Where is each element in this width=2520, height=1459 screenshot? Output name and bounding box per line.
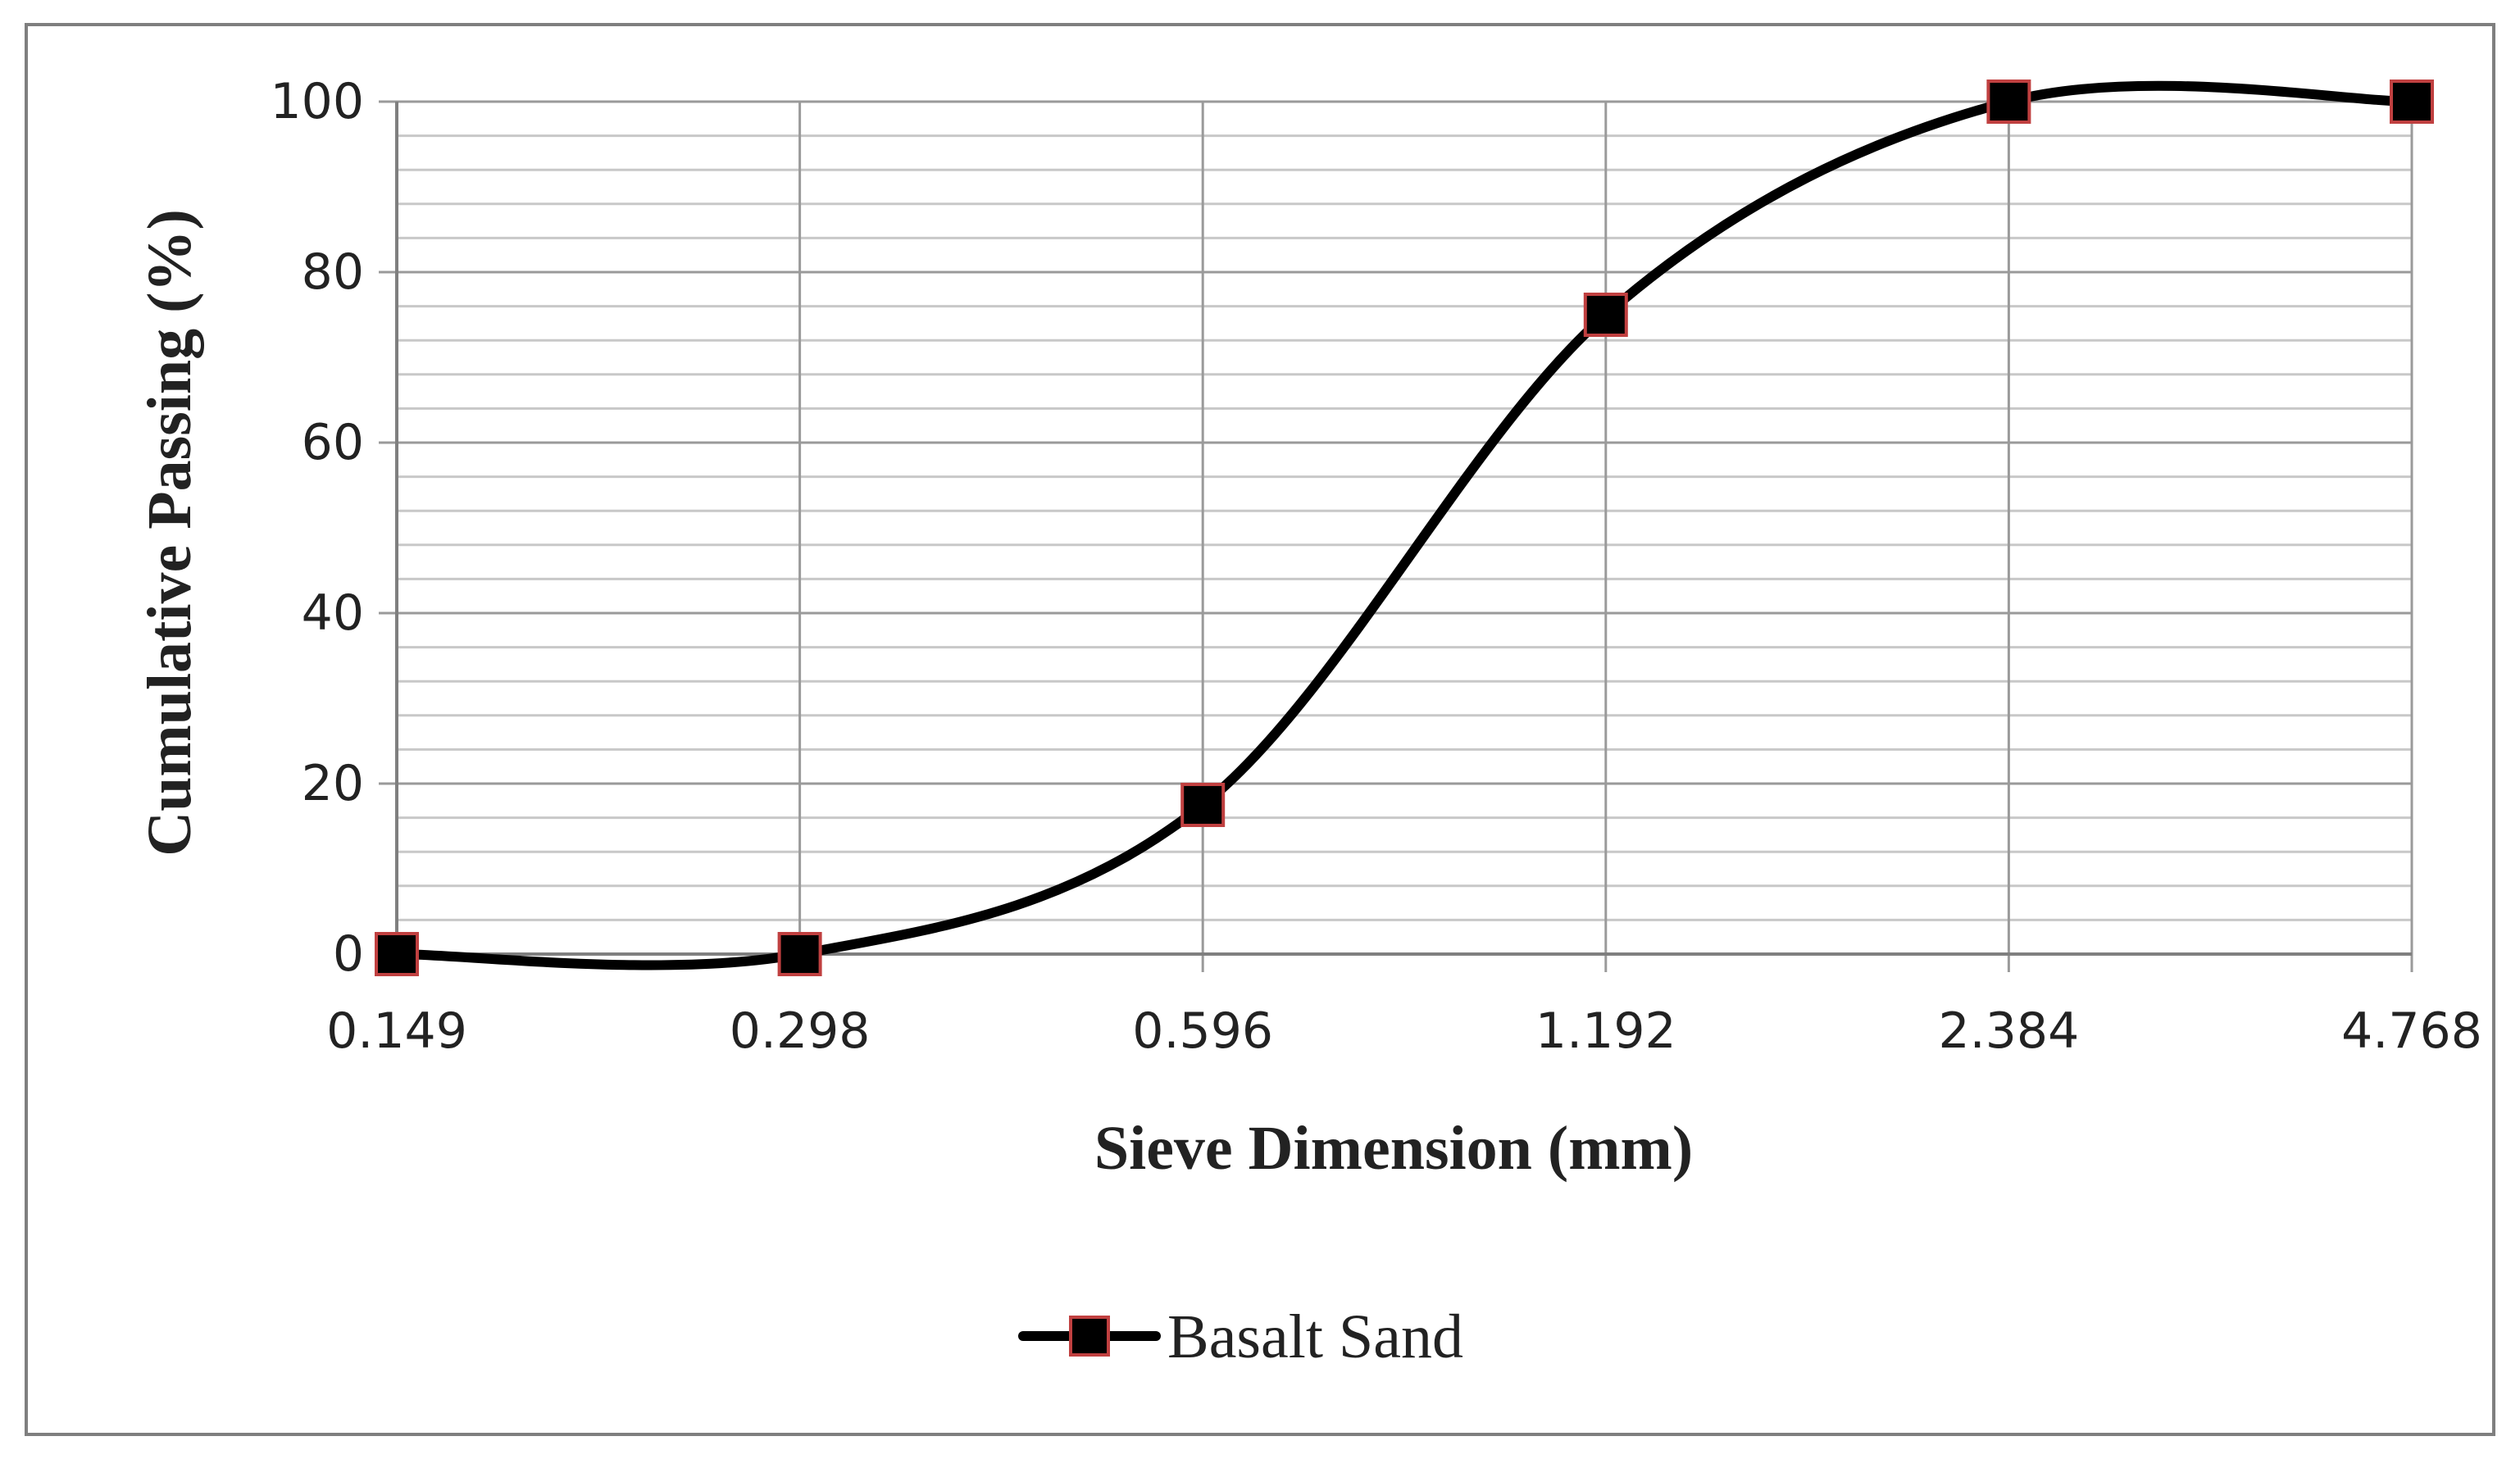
legend-label: Basalt Sand xyxy=(1167,1302,1463,1371)
x-tick-label: 2.384 xyxy=(1939,1002,2080,1060)
y-tick-label: 80 xyxy=(302,243,364,301)
data-point-marker xyxy=(1986,80,2031,124)
x-tick-label: 1.192 xyxy=(1535,1002,1676,1060)
x-tick-labels: 0.149 0.298 0.596 1.192 2.384 4.768 xyxy=(326,1002,2482,1060)
legend: Basalt Sand xyxy=(1018,1302,1463,1371)
series-line xyxy=(392,80,2417,970)
x-tick-label: 4.768 xyxy=(2341,1002,2482,1060)
data-point-marker xyxy=(375,932,419,976)
axis-layer xyxy=(395,102,2412,956)
data-point-marker xyxy=(1583,293,1628,337)
y-tick-label: 0 xyxy=(333,925,364,983)
series-layer xyxy=(375,80,2434,976)
y-tick-label: 40 xyxy=(302,584,364,642)
y-tick-labels: 0 20 40 60 80 100 xyxy=(270,73,364,983)
x-tick-label: 0.149 xyxy=(326,1002,467,1060)
x-axis-title: Sieve Dimension (mm) xyxy=(1094,1114,1693,1183)
y-tick-label: 60 xyxy=(302,414,364,471)
x-tick-label: 0.596 xyxy=(1132,1002,1273,1060)
chart-border xyxy=(25,23,2495,1436)
y-tick-label: 100 xyxy=(270,73,364,130)
y-tick-label: 20 xyxy=(302,755,364,812)
y-axis-title: Cumulative Passing (%) xyxy=(135,209,204,857)
data-point-marker xyxy=(777,932,822,976)
data-point-marker xyxy=(1180,783,1226,827)
x-tick-label: 0.298 xyxy=(730,1002,871,1060)
data-point-marker xyxy=(2390,80,2434,124)
legend-marker xyxy=(1069,1316,1110,1357)
